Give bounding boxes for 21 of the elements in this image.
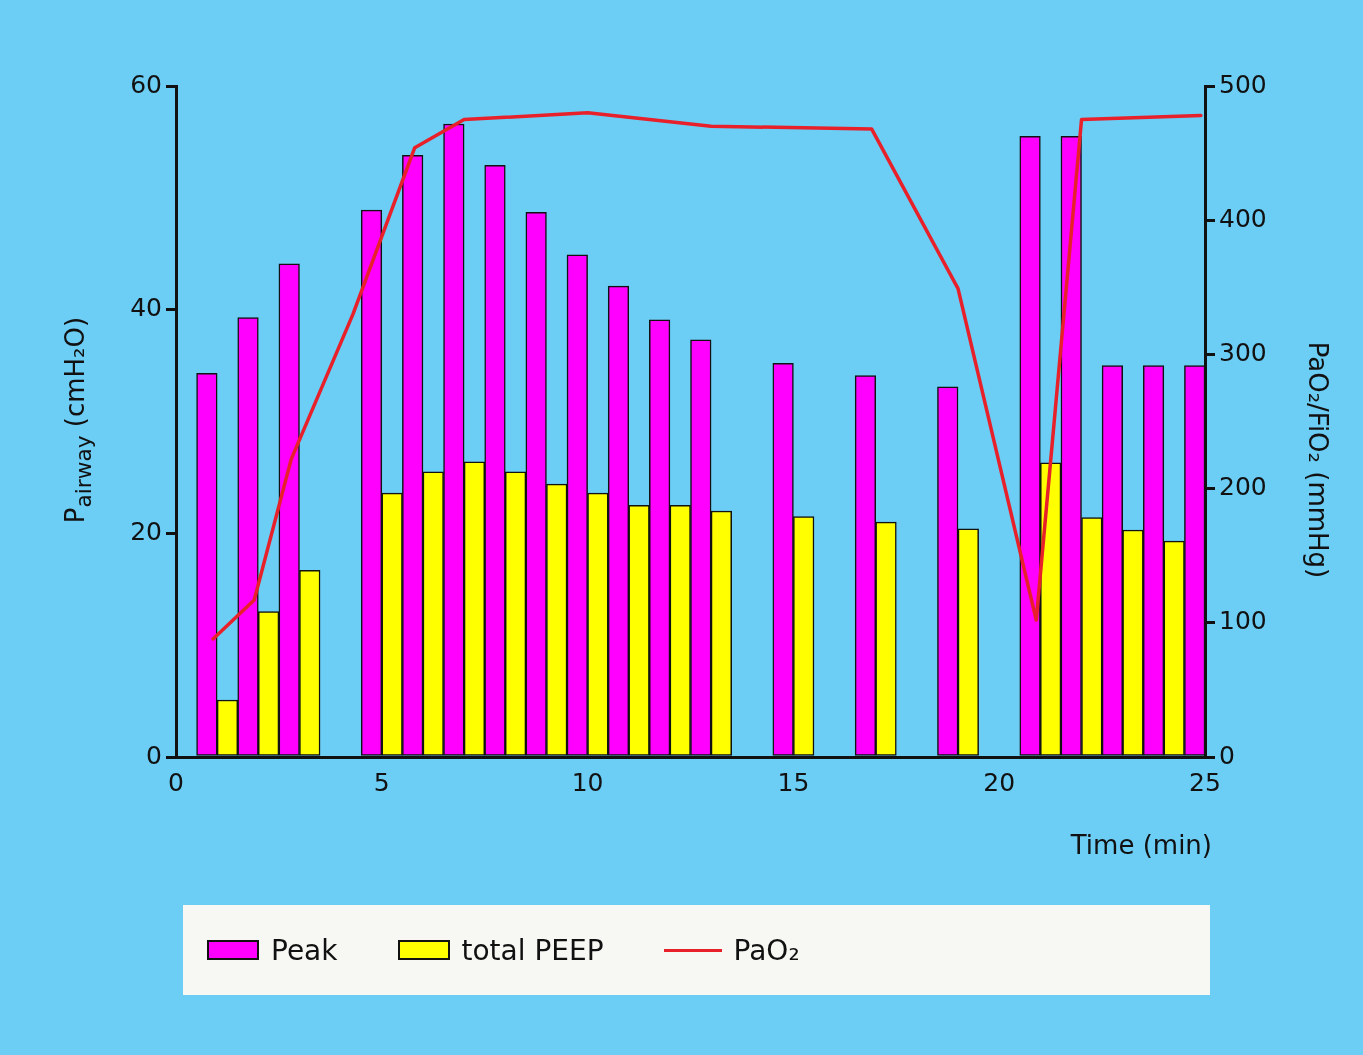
y2-tick-label: 100 xyxy=(1219,606,1267,636)
legend-label: PaO₂ xyxy=(733,933,800,967)
y2-tick-label: 300 xyxy=(1219,337,1267,367)
x-tick-label: 0 xyxy=(168,767,184,797)
y2-tick-label: 0 xyxy=(1219,740,1235,770)
legend-label: Peak xyxy=(271,933,338,967)
y-tick-label: 20 xyxy=(130,516,162,546)
y2-tick-label: 200 xyxy=(1219,472,1267,502)
x-tick-label: 10 xyxy=(571,767,604,797)
y2-tick-label: 500 xyxy=(1219,69,1267,99)
x-tick-label: 25 xyxy=(1189,767,1221,797)
legend-label: total PEEP xyxy=(461,933,604,967)
x-axis-title: Time (min) xyxy=(1070,830,1212,860)
y-tick-label: 0 xyxy=(146,740,162,770)
x-tick-label: 20 xyxy=(983,767,1016,797)
y2-tick-label: 400 xyxy=(1219,203,1267,233)
x-tick-label: 15 xyxy=(777,767,810,797)
x-tick-label: 5 xyxy=(373,767,390,797)
y-tick-label: 60 xyxy=(130,69,162,99)
y-tick-label: 40 xyxy=(130,293,162,323)
y2-axis-title: PaO₂/FiO₂ (mmHg) xyxy=(1303,341,1333,579)
